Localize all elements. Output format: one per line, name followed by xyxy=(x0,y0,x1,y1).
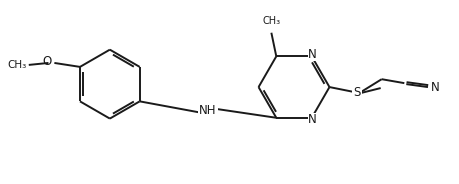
Text: NH: NH xyxy=(199,104,216,117)
Text: N: N xyxy=(430,81,439,94)
Text: CH₃: CH₃ xyxy=(7,60,27,70)
Text: O: O xyxy=(42,55,51,68)
Text: N: N xyxy=(308,113,316,126)
Text: S: S xyxy=(353,86,360,100)
Text: CH₃: CH₃ xyxy=(262,16,280,26)
Text: N: N xyxy=(308,48,316,61)
